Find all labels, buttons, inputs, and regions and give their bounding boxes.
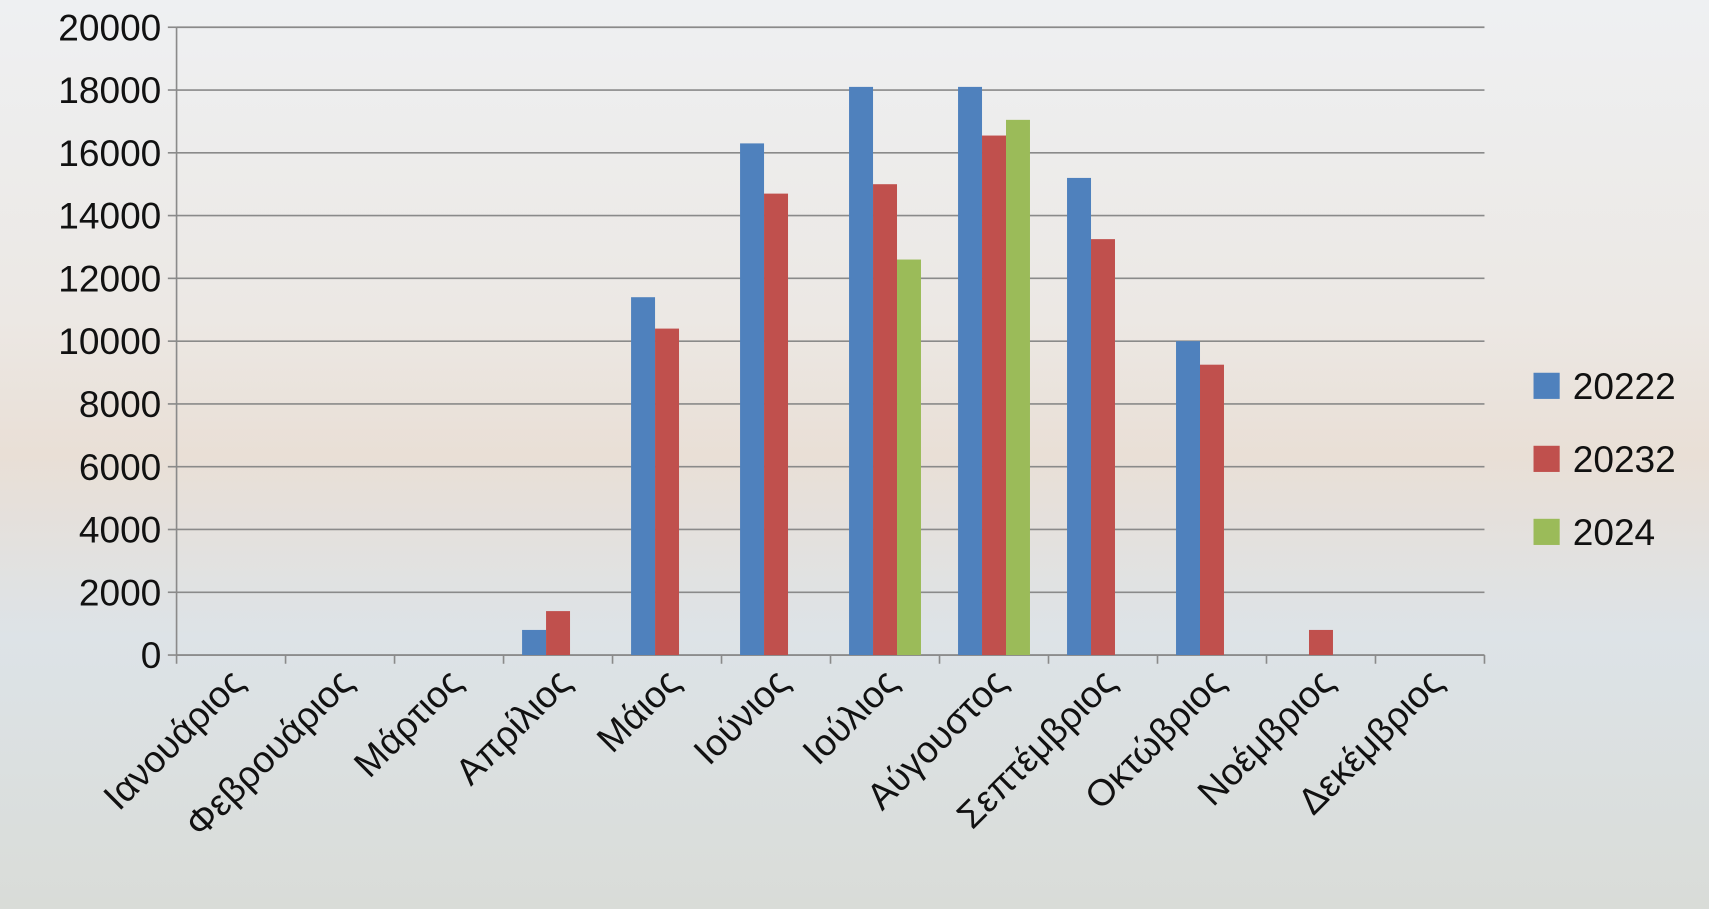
y-tick-label: 18000 (58, 69, 161, 111)
legend-label: 20232 (1573, 438, 1676, 480)
legend-swatch (1533, 518, 1560, 545)
bar (849, 86, 874, 656)
bar (958, 86, 983, 656)
bar (1308, 629, 1333, 656)
y-tick-label: 6000 (79, 446, 161, 488)
bar (1176, 341, 1201, 656)
y-tick-label: 20000 (58, 6, 161, 48)
bar (897, 259, 921, 656)
bar (982, 135, 1006, 656)
legend-swatch (1533, 372, 1560, 399)
y-tick-label: 0 (141, 634, 162, 676)
bar (764, 193, 789, 656)
bar (740, 143, 765, 656)
bar (1005, 119, 1030, 656)
y-tick-label: 8000 (79, 383, 161, 425)
bar (631, 297, 656, 656)
y-tick-label: 4000 (79, 509, 161, 551)
bar (655, 328, 680, 656)
y-tick-label: 16000 (58, 132, 161, 174)
bar (1200, 364, 1224, 656)
y-tick-label: 14000 (58, 195, 161, 237)
legend-label: 2024 (1573, 511, 1655, 553)
y-tick-label: 12000 (58, 257, 161, 299)
legend-swatch (1533, 445, 1560, 472)
bar (546, 611, 571, 656)
bar (873, 184, 898, 656)
y-tick-label: 10000 (58, 320, 161, 362)
bar (522, 629, 547, 656)
legend-label: 20222 (1573, 365, 1676, 407)
bar (1067, 177, 1092, 656)
bar (1091, 239, 1115, 656)
y-tick-label: 2000 (79, 571, 161, 613)
